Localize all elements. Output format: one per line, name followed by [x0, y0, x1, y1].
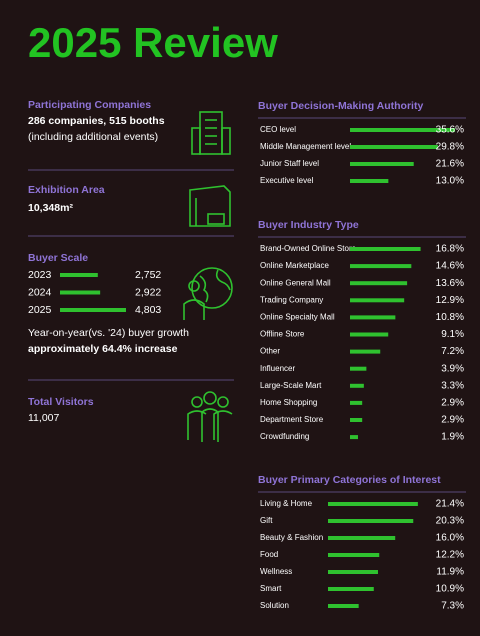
text: 10,348m² [28, 202, 73, 214]
bar [350, 162, 414, 166]
year-label: 2025 [28, 304, 52, 316]
bar [328, 570, 378, 574]
value-label: 29.8% [436, 142, 464, 153]
value-label: 3.3% [441, 380, 464, 391]
item-label: Offline Store [260, 330, 305, 339]
value-label: 12.9% [436, 295, 464, 306]
value-label: 10.9% [436, 584, 464, 595]
value-label: 21.4% [436, 499, 464, 510]
text: approximately 64.4% increase [28, 343, 178, 355]
item-label: Living & Home [260, 499, 313, 508]
item-label: Large-Scale Mart [260, 381, 322, 390]
building-icon [191, 111, 231, 155]
value-label: 1.9% [441, 432, 464, 443]
bar [350, 247, 421, 251]
item-label: Online General Mall [260, 278, 331, 287]
value-label: 2,922 [135, 286, 161, 298]
value-label: 16.8% [436, 244, 464, 255]
bar [328, 587, 374, 591]
value-label: 7.2% [441, 346, 464, 357]
value-label: 21.6% [436, 159, 464, 170]
value-label: 7.3% [441, 601, 464, 612]
bar [350, 179, 389, 183]
value-label: 2.9% [441, 415, 464, 426]
bar [328, 502, 418, 506]
heading: Participating Companies [28, 99, 151, 111]
item-label: Department Store [260, 415, 324, 424]
value-label: 13.0% [436, 176, 464, 187]
item-label: Executive level [260, 176, 314, 185]
bar [328, 519, 414, 523]
booth-icon [189, 185, 231, 227]
bar [350, 128, 456, 132]
bar [60, 308, 126, 312]
value-label: 12.2% [436, 550, 464, 561]
globe-icon [183, 267, 233, 320]
bar [328, 536, 396, 540]
bar [350, 281, 408, 286]
text: 11,007 [28, 412, 59, 424]
item-label: Junior Staff level [260, 159, 319, 168]
bar [350, 435, 358, 440]
bar [350, 145, 438, 149]
value-label: 10.8% [436, 312, 464, 323]
page-title: 2025 Review [28, 19, 278, 66]
item-label: Wellness [260, 567, 292, 576]
value-label: 3.9% [441, 363, 464, 374]
item-label: Online Marketplace [260, 261, 329, 270]
value-label: 4,803 [135, 304, 161, 316]
value-label: 11.9% [436, 567, 464, 578]
heading: Buyer Industry Type [258, 219, 359, 231]
value-label: 2,752 [135, 269, 161, 281]
bar [60, 273, 98, 277]
item-label: Home Shopping [260, 398, 317, 407]
bar [350, 400, 363, 405]
item-label: Beauty & Fashion [260, 533, 323, 542]
bar [350, 366, 367, 371]
value-label: 35.6% [436, 125, 464, 136]
bar [350, 418, 363, 422]
item-label: Online Specialty Mall [260, 313, 335, 322]
item-label: Gift [260, 516, 273, 525]
text: (including additional events) [28, 131, 158, 143]
bar [328, 553, 380, 557]
item-label: Crowdfunding [260, 432, 309, 441]
year-label: 2024 [28, 286, 52, 298]
heading: Buyer Scale [28, 252, 88, 264]
item-label: CEO level [260, 125, 296, 134]
bar [350, 298, 405, 303]
item-label: Influencer [260, 364, 295, 373]
bar [328, 604, 359, 608]
item-label: Solution [260, 601, 289, 610]
bar [350, 349, 381, 354]
item-label: Brand-Owned Online Store [260, 244, 357, 253]
item-label: Trading Company [260, 295, 323, 304]
value-label: 2.9% [441, 398, 464, 409]
item-label: Food [260, 550, 278, 559]
heading: Buyer Primary Categories of Interest [258, 474, 441, 486]
item-label: Other [260, 347, 280, 356]
item-label: Middle Management level [260, 142, 351, 151]
heading: Total Visitors [28, 396, 94, 408]
value-label: 16.0% [436, 533, 464, 544]
value-label: 13.6% [436, 278, 464, 289]
bar [350, 264, 412, 269]
heading: Exhibition Area [28, 184, 105, 196]
value-label: 9.1% [441, 329, 464, 340]
bar [350, 332, 389, 337]
text: Year-on-year(vs. '24) buyer growth [28, 327, 189, 339]
value-label: 14.6% [436, 261, 464, 272]
text: 286 companies, 515 booths [28, 115, 165, 127]
bar [60, 290, 101, 295]
item-label: Smart [260, 584, 282, 593]
bar [350, 383, 364, 388]
heading: Buyer Decision-Making Authority [258, 100, 423, 112]
people-icon [187, 391, 233, 442]
year-label: 2023 [28, 269, 52, 281]
bar [350, 315, 396, 320]
value-label: 20.3% [436, 516, 464, 527]
